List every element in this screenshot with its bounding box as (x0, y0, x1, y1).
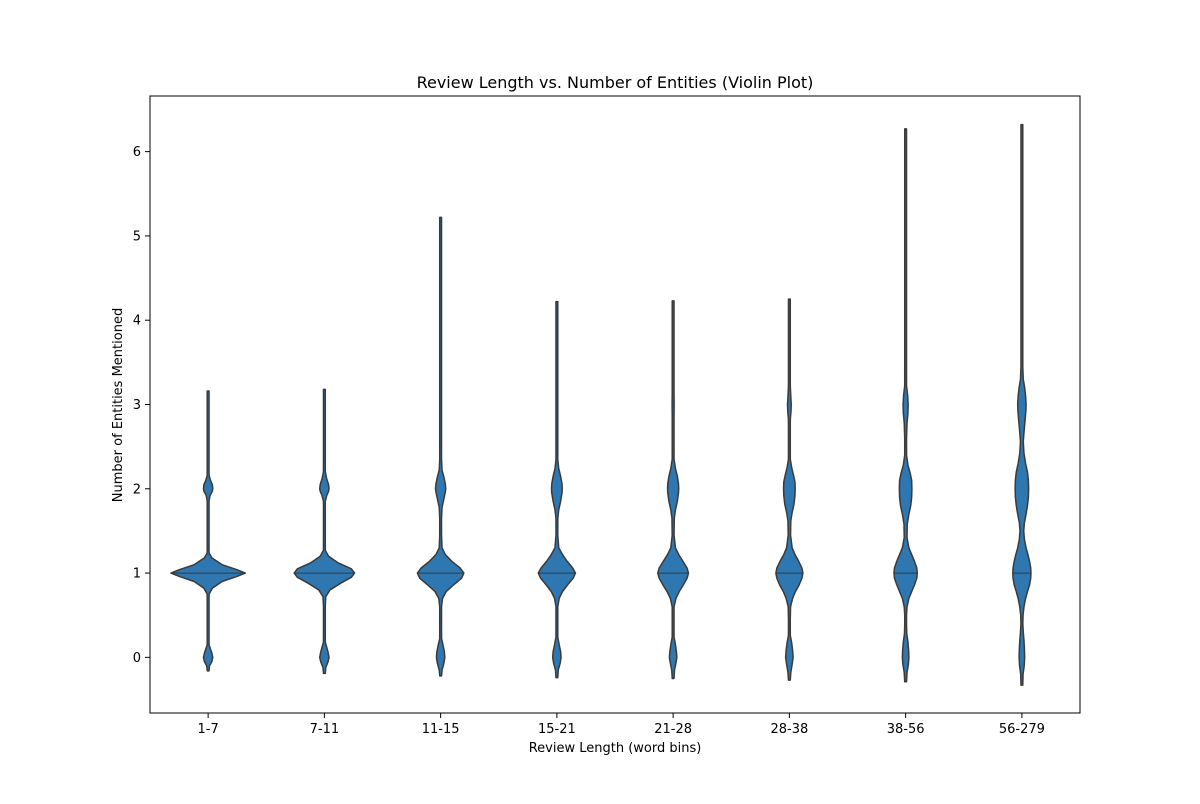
y-tick-label: 5 (133, 229, 141, 244)
violin-21-28 (657, 300, 690, 680)
chart-title: Review Length vs. Number of Entities (Vi… (417, 73, 814, 92)
x-axis-ticks: 1-7 7-11 11-15 15-21 21-28 28-38 38-56 56-279 (198, 713, 1045, 737)
violin-56-279 (1012, 123, 1032, 686)
y-tick-label: 1 (133, 567, 141, 582)
y-axis-ticks: 0 1 2 3 4 5 6 (133, 145, 150, 666)
x-tick-label: 38-56 (887, 722, 925, 737)
x-axis-label: Review Length (word bins) (529, 741, 702, 756)
violins-layer (170, 123, 1032, 686)
violin-7-11 (293, 388, 356, 675)
x-tick-label: 1-7 (198, 722, 219, 737)
x-tick-label: 7-11 (310, 722, 340, 737)
y-tick-label: 2 (133, 482, 141, 497)
y-tick-label: 6 (133, 145, 141, 160)
x-tick-label: 21-28 (654, 722, 692, 737)
x-tick-label: 15-21 (538, 722, 576, 737)
y-tick-label: 4 (133, 314, 141, 329)
x-tick-label: 56-279 (999, 722, 1045, 737)
violin-11-15 (416, 216, 465, 677)
violin-15-21 (537, 300, 577, 679)
y-tick-label: 0 (133, 651, 141, 666)
y-axis-label: Number of Entities Mentioned (111, 308, 126, 502)
violin-1-7 (170, 390, 247, 672)
x-tick-label: 28-38 (770, 722, 808, 737)
y-tick-label: 3 (133, 398, 141, 413)
violin-38-56 (893, 128, 918, 683)
x-tick-label: 11-15 (422, 722, 460, 737)
violin-28-38 (775, 298, 804, 681)
